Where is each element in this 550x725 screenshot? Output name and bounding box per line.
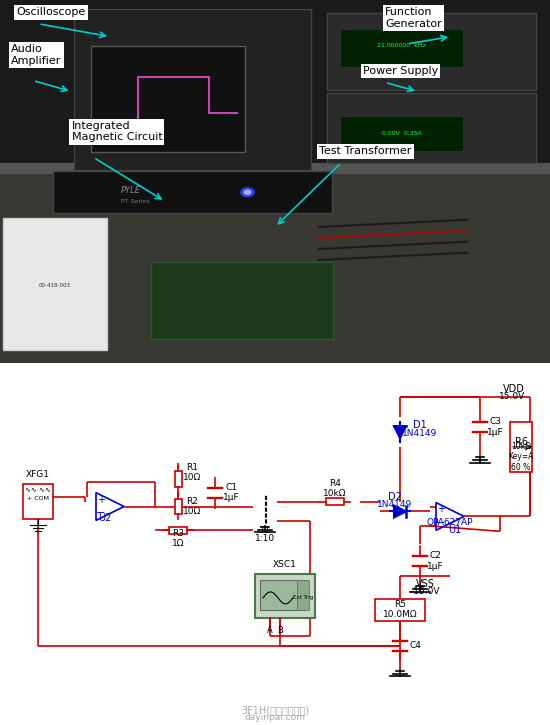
- Text: D2: D2: [388, 492, 402, 502]
- Text: 3F1H(模型打印分享): 3F1H(模型打印分享): [241, 705, 309, 715]
- Text: +: +: [97, 494, 105, 505]
- FancyBboxPatch shape: [340, 28, 463, 67]
- Text: R3
1Ω: R3 1Ω: [172, 529, 184, 548]
- FancyBboxPatch shape: [3, 218, 107, 349]
- FancyBboxPatch shape: [327, 13, 536, 90]
- FancyBboxPatch shape: [0, 362, 550, 378]
- Text: 1N4149: 1N4149: [403, 428, 438, 437]
- FancyBboxPatch shape: [340, 117, 463, 151]
- Text: dayinpai.com: dayinpai.com: [245, 713, 305, 722]
- Text: XFG1: XFG1: [26, 471, 50, 479]
- Text: 21.000000  kHz: 21.000000 kHz: [377, 44, 426, 49]
- Text: +: +: [437, 505, 445, 515]
- Text: D1: D1: [413, 420, 427, 430]
- Text: C4: C4: [409, 641, 421, 650]
- Text: PYLE: PYLE: [121, 186, 141, 195]
- Circle shape: [244, 190, 251, 194]
- FancyBboxPatch shape: [169, 527, 187, 534]
- Text: OPA627AP: OPA627AP: [427, 518, 473, 527]
- Text: −: −: [96, 508, 106, 518]
- Text: R6: R6: [514, 437, 527, 447]
- FancyBboxPatch shape: [174, 499, 182, 515]
- FancyBboxPatch shape: [297, 581, 309, 610]
- Text: R5
10.0MΩ: R5 10.0MΩ: [383, 600, 417, 619]
- FancyBboxPatch shape: [375, 599, 425, 621]
- Text: XSC1: XSC1: [273, 560, 297, 568]
- FancyBboxPatch shape: [260, 581, 305, 610]
- FancyBboxPatch shape: [23, 484, 53, 519]
- FancyBboxPatch shape: [0, 172, 550, 366]
- Text: R4
10kΩ: R4 10kΩ: [323, 479, 346, 498]
- Text: Ext Trig: Ext Trig: [293, 595, 313, 600]
- Text: 10kΩ
Key=A
60 %: 10kΩ Key=A 60 %: [508, 442, 534, 472]
- Text: + COM: + COM: [27, 496, 49, 500]
- Text: R2
10Ω: R2 10Ω: [183, 497, 201, 516]
- Polygon shape: [394, 426, 406, 438]
- FancyBboxPatch shape: [151, 262, 333, 339]
- Text: 00-418-003: 00-418-003: [39, 283, 71, 288]
- Text: Audio
Amplifier: Audio Amplifier: [11, 44, 62, 65]
- Text: -15.0V: -15.0V: [410, 587, 440, 597]
- Text: 0.00V  0.35A: 0.00V 0.35A: [382, 131, 421, 136]
- Text: C3
1μF: C3 1μF: [487, 418, 503, 436]
- Text: VDD: VDD: [503, 384, 525, 394]
- Text: VSS: VSS: [416, 579, 434, 589]
- FancyBboxPatch shape: [0, 0, 550, 366]
- Text: Function
Generator: Function Generator: [385, 7, 442, 29]
- Polygon shape: [394, 505, 406, 518]
- Text: R1
10Ω: R1 10Ω: [183, 463, 201, 482]
- FancyBboxPatch shape: [510, 422, 532, 472]
- FancyBboxPatch shape: [326, 498, 344, 505]
- Circle shape: [241, 188, 254, 196]
- Text: 1:10: 1:10: [255, 534, 275, 543]
- Text: T1: T1: [260, 526, 271, 535]
- Text: B: B: [277, 626, 283, 634]
- Text: −: −: [436, 518, 446, 529]
- FancyBboxPatch shape: [53, 171, 332, 213]
- Text: U2: U2: [98, 513, 112, 523]
- Text: U1: U1: [448, 526, 461, 535]
- Text: A: A: [267, 626, 273, 634]
- FancyBboxPatch shape: [327, 94, 536, 163]
- Text: Power Supply: Power Supply: [363, 66, 438, 76]
- Text: 15.0V: 15.0V: [499, 392, 525, 401]
- FancyBboxPatch shape: [74, 9, 311, 170]
- Text: C1
1μF: C1 1μF: [223, 483, 239, 502]
- Text: C2
1μF: C2 1μF: [427, 552, 443, 571]
- FancyBboxPatch shape: [174, 471, 182, 486]
- FancyBboxPatch shape: [255, 573, 315, 618]
- Text: Oscilloscope: Oscilloscope: [16, 7, 86, 17]
- Text: Integrated
Magnetic Circuit: Integrated Magnetic Circuit: [72, 121, 162, 142]
- FancyBboxPatch shape: [91, 46, 245, 152]
- Text: ∿∿ ∿∿: ∿∿ ∿∿: [25, 487, 51, 493]
- Text: Test Transformer: Test Transformer: [319, 146, 411, 157]
- Text: 1N4149: 1N4149: [377, 500, 412, 509]
- Text: PT Series: PT Series: [121, 199, 150, 204]
